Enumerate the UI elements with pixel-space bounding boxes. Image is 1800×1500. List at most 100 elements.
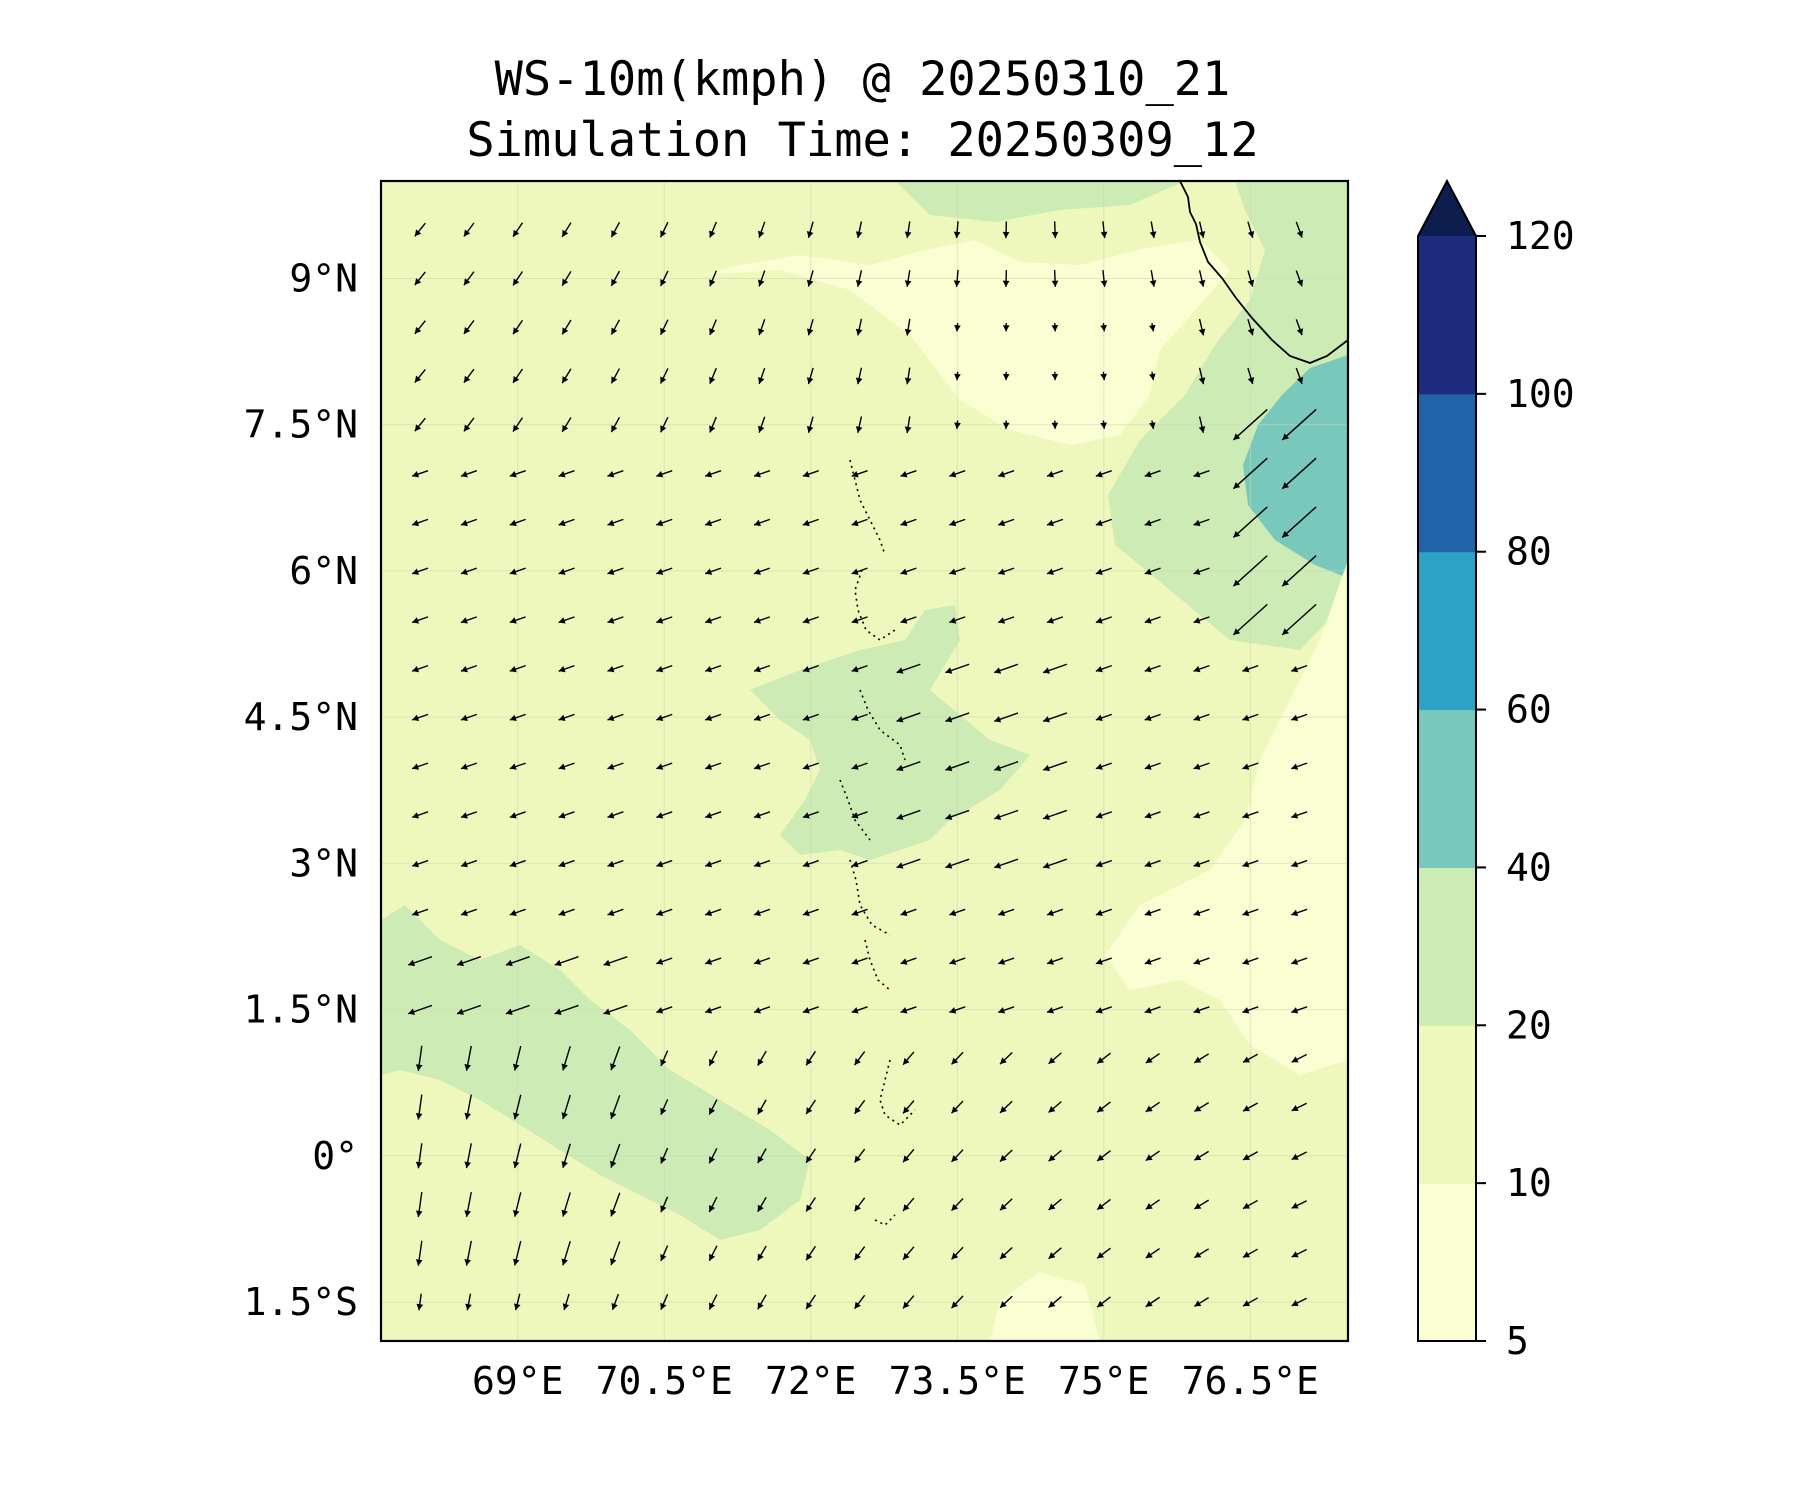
wind-vector: [994, 809, 1019, 820]
wind-vector: [709, 270, 717, 287]
wind-vector: [1144, 470, 1161, 478]
wind-vector: [460, 567, 478, 575]
wind-vector: [1095, 616, 1112, 624]
wind-vector: [900, 1006, 917, 1014]
wind-vector: [994, 663, 1019, 674]
wind-vector: [460, 762, 478, 770]
wind-vector: [802, 567, 819, 575]
x-tick-label: 72°E: [765, 1359, 857, 1403]
wind-vector: [708, 1245, 718, 1262]
wind-vector: [464, 1094, 472, 1120]
wind-vector: [1193, 811, 1210, 819]
wind-vector: [949, 1006, 966, 1014]
wind-vector: [415, 1191, 423, 1218]
wind-vector: [900, 957, 917, 965]
wind-vector: [999, 1246, 1013, 1260]
wind-vector: [802, 957, 819, 965]
wind-vector: [951, 1295, 964, 1309]
wind-vector: [1242, 713, 1259, 722]
wind-vector: [607, 762, 624, 770]
wind-vector: [1281, 603, 1317, 636]
wind-zone-20-40-central: [750, 605, 1030, 860]
wind-vector: [802, 713, 819, 722]
wind-vector: [1198, 416, 1206, 434]
wind-vector: [660, 1294, 669, 1310]
wind-vector: [1096, 1198, 1111, 1211]
wind-vector: [757, 1050, 767, 1066]
wind-vector: [660, 1050, 669, 1067]
wind-vector: [513, 1293, 521, 1311]
wind-vector: [463, 222, 475, 237]
x-tick-label: 69°E: [472, 1359, 564, 1403]
wind-vector: [997, 470, 1015, 478]
wind-vector: [1291, 1053, 1307, 1063]
wind-vector: [1242, 859, 1259, 868]
wind-vector: [656, 762, 673, 770]
wind-vector: [757, 1148, 767, 1164]
wind-vector: [561, 1192, 571, 1217]
wind-zone-5-10-north: [700, 240, 1230, 445]
wind-vector: [1096, 1101, 1111, 1113]
wind-vector: [1042, 761, 1068, 772]
wind-vector: [951, 1149, 964, 1163]
wind-vector: [1149, 270, 1157, 287]
wind-vector: [659, 221, 669, 238]
colorbar: 5 10 20 40 60 80 100 120: [1417, 178, 1575, 1363]
wind-vector: [1100, 270, 1108, 287]
wind-vector: [509, 859, 526, 868]
wind-vector: [1193, 1006, 1210, 1014]
wind-vector: [558, 713, 575, 722]
wind-vector: [1095, 762, 1112, 770]
wind-vector: [704, 957, 722, 965]
wind-vector: [902, 1100, 915, 1114]
wind-vector: [561, 222, 572, 238]
wind-vector: [854, 1294, 866, 1310]
wind-vector: [904, 270, 912, 287]
wind-vector: [558, 664, 575, 673]
wind-vector: [607, 664, 624, 673]
wind-vector: [904, 367, 912, 385]
wind-vector: [414, 320, 426, 335]
y-tick-label: 7.5°N: [244, 403, 358, 447]
wind-vectors: [407, 221, 1317, 1311]
wind-vector: [411, 470, 429, 478]
wind-vector: [758, 270, 766, 287]
wind-vector: [802, 1006, 819, 1014]
wind-vector: [1291, 713, 1308, 722]
wind-vector: [554, 1004, 579, 1015]
wind-vector: [802, 664, 819, 673]
wind-vector: [753, 470, 771, 478]
wind-vector: [704, 762, 722, 770]
wind-vector: [709, 319, 717, 336]
wind-zone-5-10-east: [1105, 560, 1348, 1075]
wind-vector: [1149, 221, 1157, 239]
wind-vector: [660, 1196, 669, 1213]
wind-vector: [1046, 616, 1064, 624]
wind-vector: [656, 567, 673, 575]
wind-vector: [1051, 322, 1059, 332]
wind-vector: [610, 270, 621, 287]
wind-vector: [1198, 221, 1206, 239]
wind-vector: [1100, 420, 1107, 429]
wind-vector: [656, 518, 673, 527]
wind-vector: [709, 221, 717, 238]
wind-vector: [855, 270, 863, 287]
wind-vector: [460, 518, 478, 527]
wind-vector: [1232, 457, 1268, 490]
wind-vector: [659, 319, 669, 336]
wind-vector: [660, 1245, 669, 1262]
wind-vector: [802, 518, 819, 527]
wind-vector: [411, 713, 429, 722]
wind-vector: [1295, 367, 1304, 385]
wind-vector: [603, 1004, 628, 1015]
wind-vector: [561, 270, 572, 287]
wind-vector: [896, 809, 921, 820]
wind-vector: [855, 367, 863, 385]
wind-vector: [757, 1099, 767, 1115]
wind-vector: [558, 567, 575, 575]
wind-vector: [945, 761, 970, 772]
wind-vector: [1048, 1052, 1062, 1065]
wind-vector: [1095, 811, 1112, 819]
wind-vector: [1193, 567, 1210, 575]
wind-vector: [945, 712, 970, 723]
